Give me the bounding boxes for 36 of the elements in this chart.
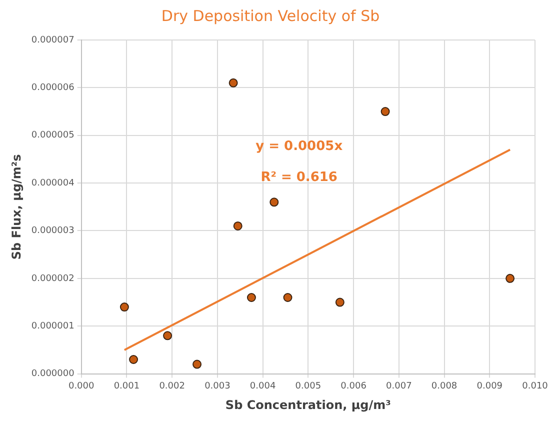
x-tick-label: 0.008 <box>431 382 458 392</box>
x-tick-label: 0.009 <box>476 382 503 392</box>
annotation: y = 0.0005x <box>256 139 344 154</box>
y-tick-label: 0.000001 <box>31 321 74 332</box>
y-tick-label: 0.000004 <box>31 178 75 188</box>
y-tick-label: 0.000000 <box>31 369 75 380</box>
chart-title: Dry Deposition Velocity of Sb <box>161 6 380 25</box>
annotation: R² = 0.616 <box>260 170 338 186</box>
y-tick-label: 0.000006 <box>31 83 75 94</box>
point <box>335 298 344 307</box>
x-tick-label: 0.007 <box>386 382 412 392</box>
point <box>192 360 202 369</box>
y-axis-title: Sb Flux, μg/m²s <box>9 154 24 260</box>
x-tick-label: 0.005 <box>295 382 322 392</box>
point <box>283 293 292 302</box>
point <box>270 198 279 207</box>
point <box>246 293 256 302</box>
x-tick-label: 0.004 <box>250 382 276 392</box>
x-tick-label: 0.003 <box>204 382 230 392</box>
x-axis-title: Sb Concentration, μg/m³ <box>225 398 391 412</box>
x-tick-label: 0.000 <box>68 382 94 392</box>
point <box>228 78 238 88</box>
x-tick-label: 0.001 <box>114 382 140 392</box>
y-tick-label: 0.000007 <box>31 35 74 46</box>
point <box>380 107 390 116</box>
point <box>233 221 242 230</box>
y-tick-label: 0.000002 <box>31 274 74 284</box>
point <box>506 274 515 283</box>
x-tick-label: 0.010 <box>522 382 548 392</box>
y-tick-label: 0.000005 <box>31 130 74 141</box>
point <box>120 302 129 312</box>
y-tick-label: 0.000003 <box>31 226 74 236</box>
point <box>163 331 172 340</box>
x-tick-label: 0.002 <box>159 382 185 392</box>
x-tick-label: 0.006 <box>340 382 367 392</box>
point <box>129 354 138 364</box>
